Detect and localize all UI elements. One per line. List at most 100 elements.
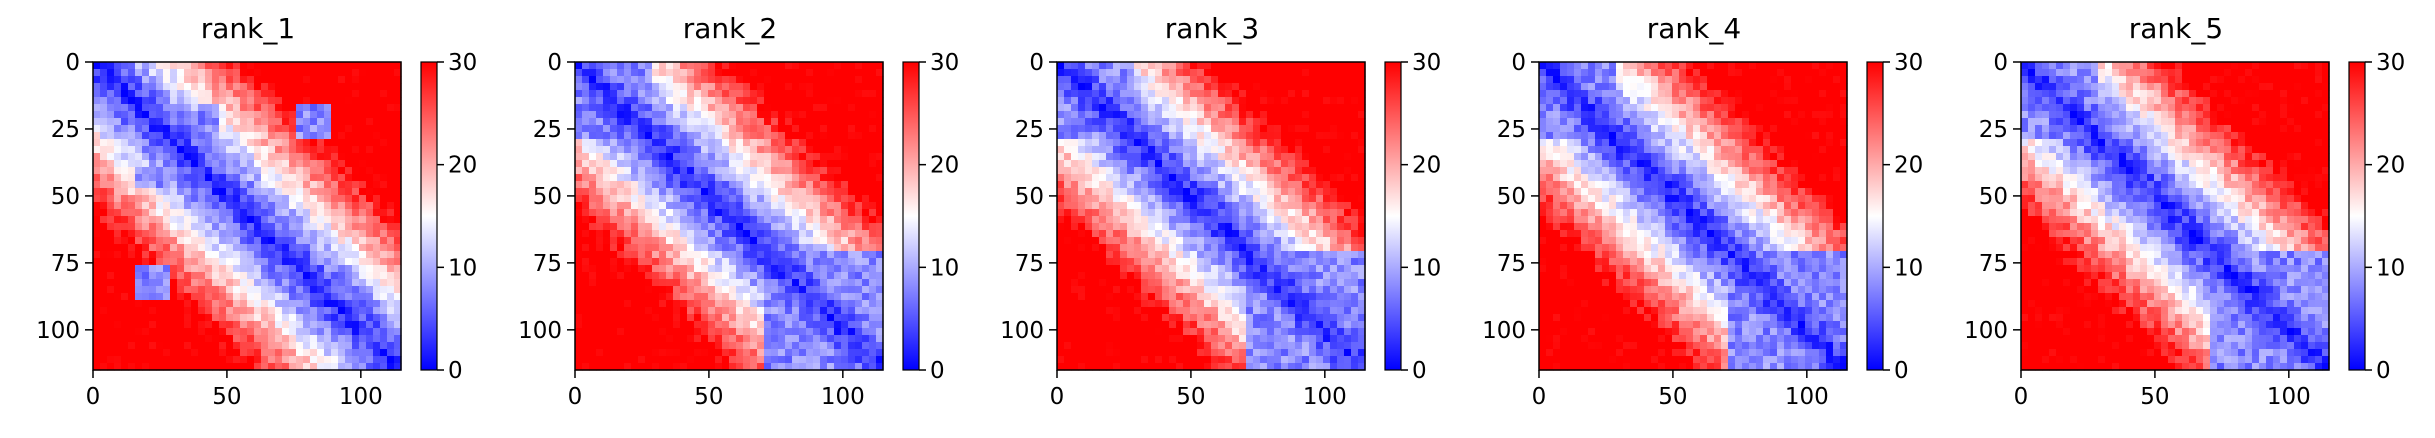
- heatmap-cell: [841, 237, 849, 245]
- heatmap-cell: [121, 223, 129, 231]
- heatmap-cell: [100, 349, 108, 357]
- heatmap-cell: [743, 314, 751, 322]
- heatmap-cell: [107, 118, 115, 126]
- heatmap-cell: [1323, 104, 1331, 112]
- heatmap-cell: [303, 118, 311, 126]
- heatmap-cell: [387, 314, 395, 322]
- heatmap-cell: [841, 160, 849, 168]
- heatmap-cell: [261, 167, 269, 175]
- heatmap-cell: [631, 342, 639, 350]
- heatmap-cell: [771, 76, 779, 84]
- heatmap-cell: [1113, 167, 1121, 175]
- heatmap-cell: [121, 363, 129, 371]
- heatmap-cell: [785, 321, 793, 329]
- heatmap-cell: [1120, 216, 1128, 224]
- heatmap-cell: [1120, 195, 1128, 203]
- heatmap-cell: [219, 160, 227, 168]
- heatmap-cell: [792, 244, 800, 252]
- heatmap-cell: [757, 160, 765, 168]
- heatmap-cell: [1218, 111, 1226, 119]
- heatmap-cell: [701, 258, 709, 266]
- heatmap-cell: [149, 202, 157, 210]
- heatmap-cell: [1281, 111, 1289, 119]
- heatmap-cell: [219, 97, 227, 105]
- heatmap-cell: [100, 76, 108, 84]
- heatmap-cell: [373, 230, 381, 238]
- heatmap-cell: [1099, 223, 1107, 231]
- heatmap-cell: [303, 195, 311, 203]
- heatmap-cell: [142, 321, 150, 329]
- heatmap-cell: [652, 111, 660, 119]
- heatmap-cell: [792, 237, 800, 245]
- heatmap-cell: [373, 321, 381, 329]
- heatmap-cell: [345, 237, 353, 245]
- heatmap-cell: [1085, 76, 1093, 84]
- heatmap-cell: [1323, 83, 1331, 91]
- heatmap-cell: [1162, 167, 1170, 175]
- heatmap-cell: [687, 83, 695, 91]
- heatmap-cell: [624, 174, 632, 182]
- heatmap-cell: [1085, 118, 1093, 126]
- heatmap-cell: [254, 251, 262, 259]
- heatmap-cell: [317, 160, 325, 168]
- heatmap-cell: [303, 279, 311, 287]
- heatmap-cell: [1064, 223, 1072, 231]
- heatmap-cell: [694, 132, 702, 140]
- heatmap-cell: [1190, 160, 1198, 168]
- heatmap-cell: [114, 209, 122, 217]
- heatmap-cell: [708, 160, 716, 168]
- heatmap-cell: [1302, 118, 1310, 126]
- heatmap-cell: [296, 314, 304, 322]
- heatmap-cell: [638, 167, 646, 175]
- heatmap-cell: [1330, 62, 1338, 70]
- heatmap-cell: [275, 83, 283, 91]
- heatmap-cell: [345, 216, 353, 224]
- heatmap-cell: [1267, 90, 1275, 98]
- heatmap-cell: [107, 139, 115, 147]
- heatmap-cell: [352, 90, 360, 98]
- heatmap-cell: [387, 335, 395, 343]
- heatmap-cell: [715, 335, 723, 343]
- heatmap-cell: [1246, 181, 1254, 189]
- heatmap-cell: [638, 174, 646, 182]
- heatmap-cell: [876, 76, 884, 84]
- heatmap-cell: [1120, 153, 1128, 161]
- heatmap-cell: [114, 181, 122, 189]
- heatmap-cell: [722, 83, 730, 91]
- heatmap-cell: [373, 244, 381, 252]
- heatmap-cell: [366, 104, 374, 112]
- heatmap-cell: [589, 69, 597, 77]
- heatmap-cell: [736, 363, 744, 371]
- heatmap-cell: [191, 202, 199, 210]
- heatmap-cell: [303, 216, 311, 224]
- heatmap-cell: [582, 139, 590, 147]
- heatmap-cell: [820, 307, 828, 315]
- heatmap-cell: [757, 195, 765, 203]
- heatmap-cell: [1267, 97, 1275, 105]
- heatmap-cell: [701, 251, 709, 259]
- heatmap-cell: [156, 223, 164, 231]
- heatmap-cell: [1281, 160, 1289, 168]
- heatmap-cell: [680, 202, 688, 210]
- heatmap-cell: [142, 146, 150, 154]
- heatmap-cell: [659, 307, 667, 315]
- heatmap-cell: [1148, 153, 1156, 161]
- heatmap-cell: [233, 132, 241, 140]
- heatmap-cell: [757, 202, 765, 210]
- heatmap-cell: [1113, 132, 1121, 140]
- heatmap-cell: [289, 244, 297, 252]
- heatmap-cell: [163, 258, 171, 266]
- heatmap-cell: [701, 286, 709, 294]
- heatmap-cell: [198, 321, 206, 329]
- heatmap-cell: [338, 237, 346, 245]
- heatmap-cell: [1120, 118, 1128, 126]
- heatmap-cell: [219, 244, 227, 252]
- heatmap-cell: [848, 356, 856, 364]
- heatmap-cell: [1127, 195, 1135, 203]
- heatmap-cell: [163, 342, 171, 350]
- heatmap-cell: [715, 97, 723, 105]
- heatmap-cell: [212, 223, 220, 231]
- heatmap-cell: [142, 139, 150, 147]
- heatmap-cell: [1120, 97, 1128, 105]
- heatmap-cell: [708, 195, 716, 203]
